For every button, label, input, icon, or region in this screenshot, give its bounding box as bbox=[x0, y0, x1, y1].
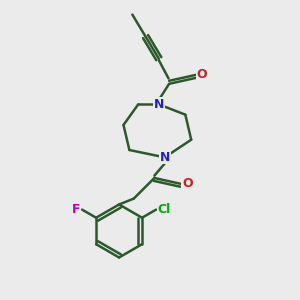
Text: F: F bbox=[71, 203, 80, 216]
Text: O: O bbox=[197, 68, 207, 81]
Text: Cl: Cl bbox=[158, 203, 171, 216]
Text: N: N bbox=[154, 98, 164, 111]
Text: N: N bbox=[160, 151, 170, 164]
Text: O: O bbox=[182, 177, 193, 190]
